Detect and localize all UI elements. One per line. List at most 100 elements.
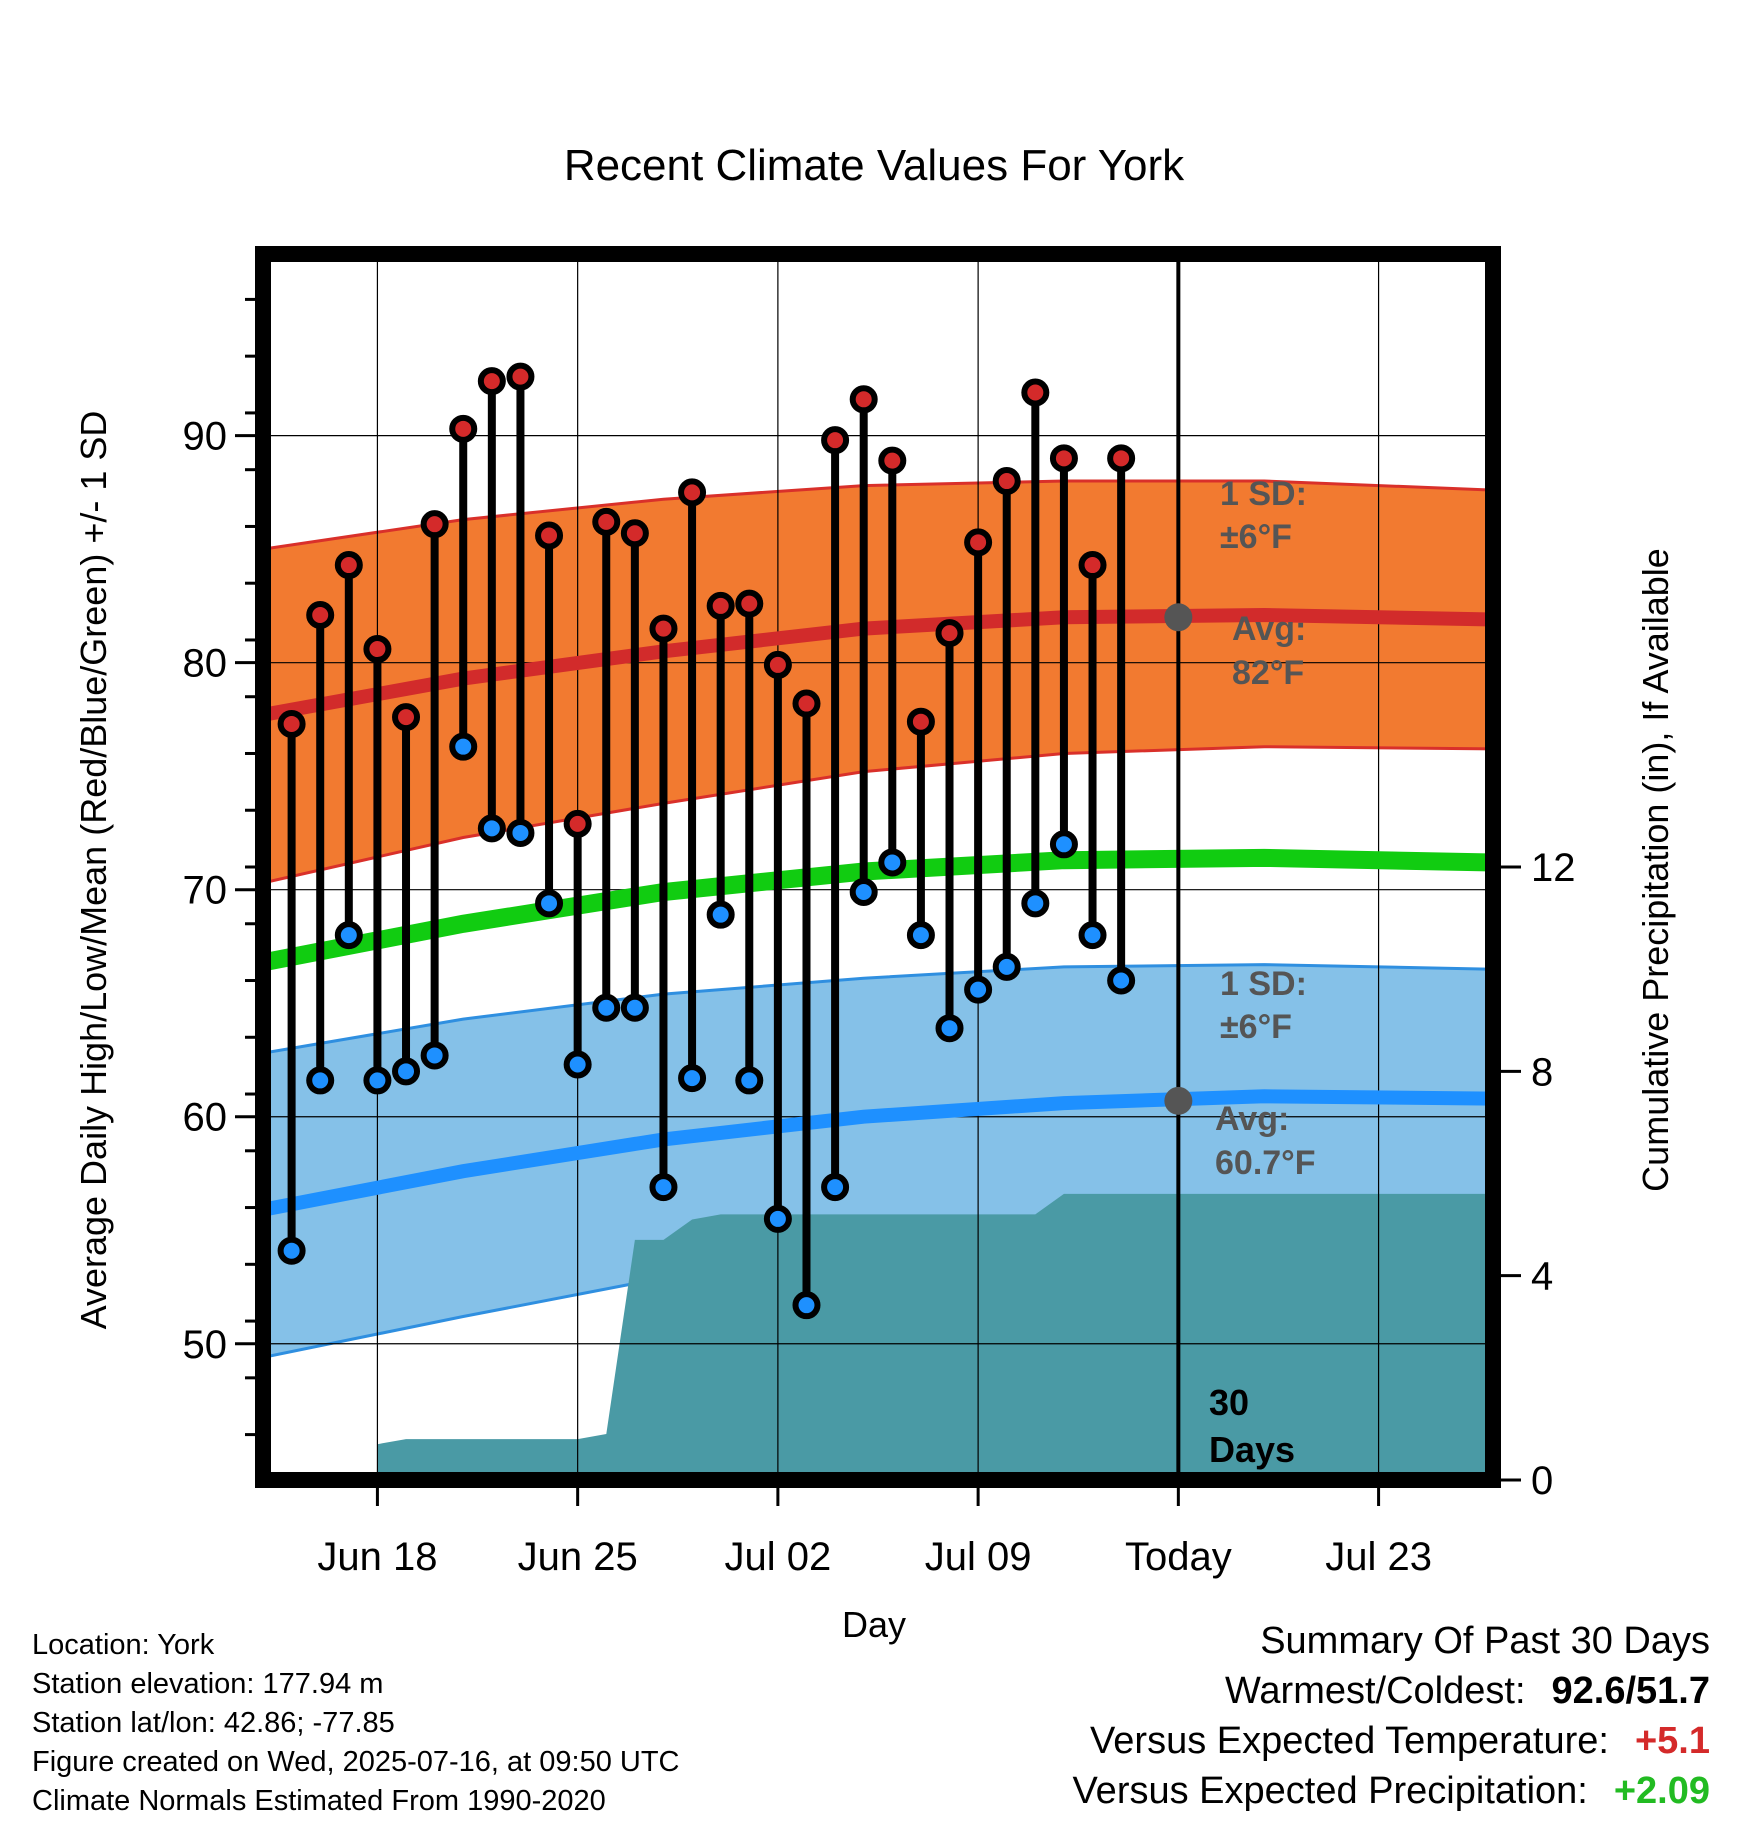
footer-elevation: Station elevation: 177.94 m — [32, 1668, 384, 1700]
y-right-tick-label-0: 0 — [1531, 1459, 1553, 1503]
daily-low-point — [449, 732, 478, 761]
summary-warm-cold: Warmest/Coldest: 92.6/51.7 — [1225, 1670, 1710, 1713]
daily-high-point — [878, 446, 907, 475]
axis-ticks: 50 60 70 80 90 0 4 8 12 Jun 18 Jun 25 Jul 02 Jul 09 T… — [183, 297, 1576, 1579]
daily-low-point — [1021, 889, 1050, 918]
daily-high-point — [306, 600, 335, 629]
daily-low-point — [334, 921, 363, 950]
daily-low-point — [306, 1066, 335, 1095]
daily-high-point — [563, 809, 592, 838]
normal-mean-line — [263, 848, 1493, 972]
x-tick-label-jul-23: Jul 23 — [1325, 1535, 1432, 1579]
daily-high-point — [849, 385, 878, 414]
y-right-tick-label-4: 4 — [1531, 1255, 1553, 1299]
daily-high-point — [735, 589, 764, 618]
daily-high-point — [678, 478, 707, 507]
window-label-line2: Days — [1209, 1429, 1295, 1470]
footer-location: Location: York — [32, 1629, 215, 1661]
daily-high-point — [935, 619, 964, 648]
daily-low-point — [420, 1041, 449, 1070]
daily-low-point — [935, 1014, 964, 1043]
daily-low-point — [1049, 830, 1078, 859]
normal-low-avg-line — [263, 1089, 1493, 1217]
daily-low-point — [706, 900, 735, 929]
daily-high-point — [334, 551, 363, 580]
summary-precip: Versus Expected Precipitation: +2.09 — [1072, 1770, 1710, 1813]
daily-high-point — [821, 426, 850, 455]
daily-low-point — [506, 818, 535, 847]
daily-high-point — [535, 521, 564, 550]
daily-low-point — [1107, 966, 1136, 995]
daily-range-sticks — [287, 376, 1126, 1306]
today-low-avg-marker — [1164, 1086, 1193, 1115]
daily-low-point — [649, 1173, 678, 1202]
daily-high-point — [363, 635, 392, 664]
daily-high-point — [420, 510, 449, 539]
temp-value: +5.1 — [1634, 1720, 1710, 1762]
today-marker — [1164, 254, 1193, 1480]
y-tick-label-70: 70 — [183, 869, 228, 913]
footer-created: Figure created on Wed, 2025-07-16, at 09… — [32, 1746, 680, 1778]
high-avg-label-line2: 82°F — [1232, 654, 1304, 692]
daily-high-point — [477, 367, 506, 396]
footer-normals: Climate Normals Estimated From 1990-2020 — [32, 1785, 606, 1817]
daily-high-point — [1107, 444, 1136, 473]
x-tick-label-jun-18: Jun 18 — [317, 1535, 437, 1579]
warm-cold-value: 92.6/51.7 — [1551, 1670, 1710, 1712]
daily-high-point — [763, 650, 792, 679]
daily-high-point — [449, 414, 478, 443]
footer-latlon: Station lat/lon: 42.86; -77.85 — [32, 1707, 395, 1739]
daily-high-point — [506, 362, 535, 391]
low-avg-label-line2: 60.7°F — [1215, 1144, 1316, 1182]
cumulative-precip-area — [263, 1193, 1493, 1480]
summary-title: Summary Of Past 30 Days — [1260, 1620, 1710, 1663]
y-right-tick-label-8: 8 — [1531, 1050, 1553, 1094]
daily-high-point — [277, 709, 306, 738]
daily-high-point — [792, 689, 821, 718]
x-tick-label-jun-25: Jun 25 — [518, 1535, 638, 1579]
precipitation-area — [263, 1193, 1493, 1480]
daily-low-point — [821, 1173, 850, 1202]
low-sd-label-line2: ±6°F — [1220, 1008, 1292, 1046]
daily-low-point — [477, 814, 506, 843]
y-tick-label-50: 50 — [183, 1323, 228, 1367]
normal-low-upper-edge — [263, 963, 1493, 1055]
daily-points — [277, 362, 1136, 1320]
daily-low-point — [906, 921, 935, 950]
y-tick-label-60: 60 — [183, 1096, 228, 1140]
high-sd-label-line2: ±6°F — [1220, 518, 1292, 556]
y-axis-left-label: Average Daily High/Low/Mean (Red/Blue/Gr… — [73, 411, 114, 1330]
x-axis-label: Day — [842, 1604, 906, 1645]
daily-high-point — [392, 703, 421, 732]
daily-low-point — [1078, 921, 1107, 950]
daily-high-point — [649, 614, 678, 643]
low-sd-label-line1: 1 SD: — [1220, 965, 1307, 1003]
daily-low-point — [878, 848, 907, 877]
high-sd-label-line1: 1 SD: — [1220, 475, 1307, 513]
y-tick-label-90: 90 — [183, 415, 228, 459]
summary-temp: Versus Expected Temperature: +5.1 — [1090, 1720, 1710, 1763]
daily-low-point — [678, 1064, 707, 1093]
y-right-tick-label-12: 12 — [1531, 846, 1576, 890]
x-tick-label-today: Today — [1125, 1535, 1232, 1579]
daily-high-point — [1078, 551, 1107, 580]
x-tick-label-jul-02: Jul 02 — [725, 1535, 832, 1579]
x-tick-label-jul-09: Jul 09 — [925, 1535, 1032, 1579]
daily-low-point — [620, 993, 649, 1022]
daily-low-point — [792, 1291, 821, 1320]
window-label-line1: 30 — [1209, 1382, 1249, 1423]
daily-low-point — [592, 993, 621, 1022]
daily-high-point — [592, 507, 621, 536]
daily-low-point — [277, 1236, 306, 1265]
warm-cold-label: Warmest/Coldest: — [1224, 1670, 1526, 1712]
daily-high-point — [906, 707, 935, 736]
daily-low-point — [992, 952, 1021, 981]
daily-low-point — [964, 975, 993, 1004]
daily-high-point — [964, 528, 993, 557]
chart-title: Recent Climate Values For York — [564, 141, 1185, 190]
daily-low-point — [563, 1050, 592, 1079]
summary-title-text: Summary Of Past 30 Days — [1260, 1620, 1710, 1662]
daily-high-point — [620, 519, 649, 548]
plot-frame — [255, 246, 1501, 1488]
